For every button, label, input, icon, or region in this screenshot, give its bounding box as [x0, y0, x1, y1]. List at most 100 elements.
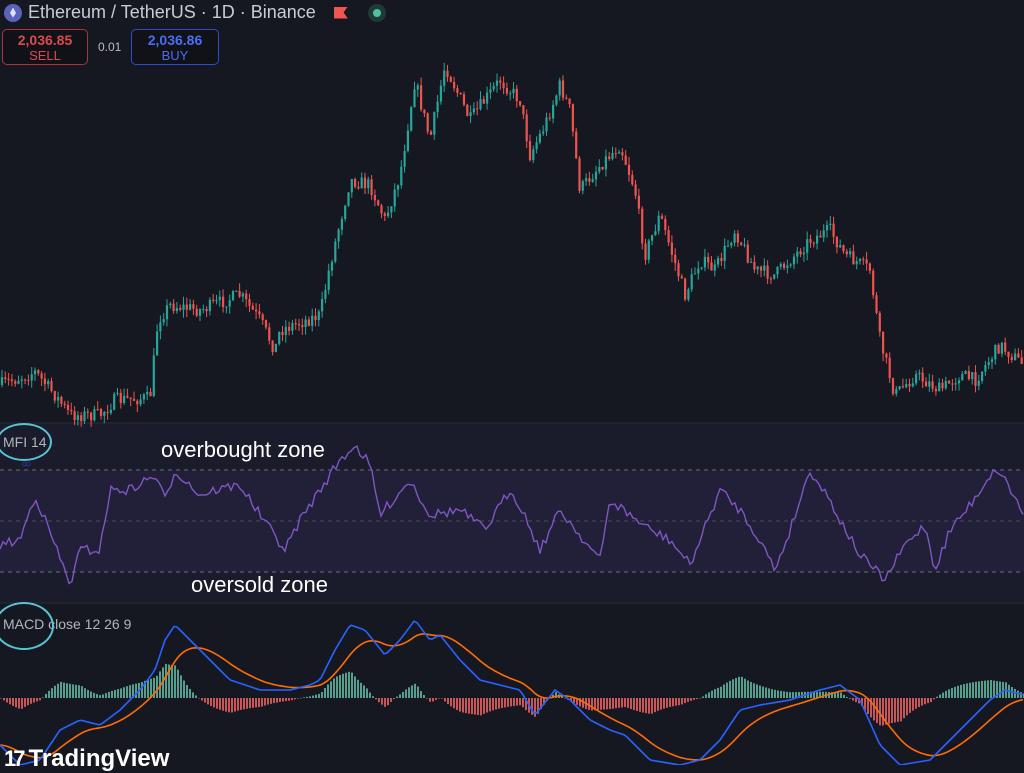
- macd-histogram-bar: [495, 698, 497, 710]
- candle-body: [720, 258, 723, 261]
- macd-histogram-bar: [483, 698, 485, 714]
- macd-histogram-bar: [981, 680, 983, 698]
- candle-body: [387, 212, 390, 217]
- candle-body: [588, 178, 591, 182]
- macd-histogram-bar: [453, 698, 455, 709]
- candle-body: [634, 184, 637, 196]
- candle-body: [139, 399, 142, 405]
- tradingview-logo[interactable]: 17 TradingView: [4, 745, 169, 773]
- candle-body: [466, 104, 469, 117]
- candle-body: [1007, 351, 1010, 357]
- macd-histogram-bar: [267, 698, 269, 705]
- macd-histogram-bar: [378, 698, 380, 703]
- candle-body: [175, 307, 178, 312]
- candle-body: [53, 391, 56, 401]
- candle-body: [24, 379, 27, 381]
- macd-histogram-bar: [3, 698, 5, 701]
- candle-body: [776, 266, 779, 275]
- macd-histogram-bar: [642, 698, 644, 713]
- candle-body: [393, 189, 396, 207]
- candle-body: [730, 242, 733, 246]
- macd-histogram-bar: [405, 689, 407, 698]
- candle-body: [360, 177, 363, 189]
- candle-body: [809, 239, 812, 243]
- macd-histogram-bar: [174, 665, 176, 698]
- macd-histogram-bar: [879, 698, 881, 726]
- candle-body: [17, 381, 20, 384]
- candle-body: [756, 266, 759, 270]
- macd-histogram-bar: [144, 680, 146, 698]
- macd-histogram-bar: [732, 679, 734, 698]
- candle-body: [984, 365, 987, 372]
- macd-histogram-bar: [333, 678, 335, 698]
- macd-histogram-bar: [387, 698, 389, 706]
- candle-body: [443, 70, 446, 86]
- candle-body: [459, 92, 462, 95]
- macd-histogram-bar: [249, 698, 251, 709]
- macd-histogram-bar: [225, 698, 227, 712]
- symbol-header[interactable]: Ethereum / TetherUS · 1D · Binance: [4, 2, 386, 23]
- candle-body: [132, 398, 136, 401]
- candle-body: [106, 412, 109, 414]
- candle-body: [93, 409, 96, 421]
- macd-histogram-bar: [705, 694, 707, 698]
- candle-body: [486, 92, 489, 104]
- candle-body: [627, 164, 631, 175]
- macd-histogram-bar: [840, 692, 842, 698]
- macd-histogram-bar: [954, 686, 956, 698]
- macd-histogram-bar: [900, 698, 902, 722]
- visibility-icon[interactable]: ○○: [21, 459, 31, 470]
- candle-body: [631, 174, 634, 185]
- macd-histogram-bar: [351, 672, 353, 698]
- macd-histogram-bar: [510, 698, 512, 707]
- candle-body: [10, 379, 13, 382]
- candle-body: [241, 293, 244, 297]
- macd-histogram-bar: [39, 698, 41, 701]
- macd-histogram-bar: [747, 680, 749, 698]
- candle-body: [987, 362, 990, 366]
- macd-histogram-bar: [309, 696, 311, 698]
- macd-histogram-bar: [327, 684, 329, 698]
- macd-histogram-bar: [780, 690, 782, 698]
- candle-body: [684, 278, 687, 300]
- candle-body: [858, 258, 862, 262]
- candle-body: [713, 264, 716, 271]
- macd-histogram-bar: [210, 698, 212, 707]
- macd-histogram-bar: [663, 698, 665, 709]
- candle-body: [799, 251, 802, 255]
- macd-histogram-bar: [363, 685, 365, 698]
- candle-body: [878, 312, 881, 332]
- macd-histogram-bar: [870, 698, 872, 718]
- candle-body: [136, 400, 139, 405]
- macd-histogram-bar: [576, 698, 578, 705]
- tradingview-logo-icon: 17: [4, 746, 26, 771]
- macd-histogram-bar: [423, 695, 425, 698]
- candle-body: [119, 392, 122, 404]
- candle-body: [462, 94, 466, 105]
- macd-histogram-bar: [753, 683, 755, 698]
- candle-body: [990, 359, 994, 363]
- flag-icon[interactable]: [333, 6, 348, 19]
- macd-histogram-bar: [795, 692, 797, 698]
- macd-histogram-bar: [678, 698, 680, 706]
- buy-button[interactable]: 2,036.86 BUY: [131, 29, 219, 65]
- candle-body: [268, 327, 271, 341]
- candle-body: [835, 236, 838, 248]
- macd-histogram-bar: [216, 698, 218, 709]
- macd-histogram-bar: [606, 698, 608, 710]
- candle-body: [875, 295, 878, 313]
- candle-body: [773, 274, 776, 279]
- macd-histogram-bar: [393, 698, 395, 700]
- macd-histogram-bar: [426, 698, 428, 699]
- macd-histogram-bar: [639, 698, 641, 712]
- macd-histogram-bar: [537, 698, 539, 714]
- sell-button[interactable]: 2,036.85 SELL: [2, 29, 88, 65]
- macd-histogram-bar: [429, 698, 431, 702]
- candle-body: [637, 195, 640, 209]
- candle-body: [954, 383, 957, 385]
- macd-histogram-bar: [540, 698, 542, 709]
- symbol-title[interactable]: Ethereum / TetherUS · 1D · Binance: [28, 2, 316, 22]
- candle-body: [57, 396, 60, 401]
- macd-histogram-bar: [264, 698, 266, 706]
